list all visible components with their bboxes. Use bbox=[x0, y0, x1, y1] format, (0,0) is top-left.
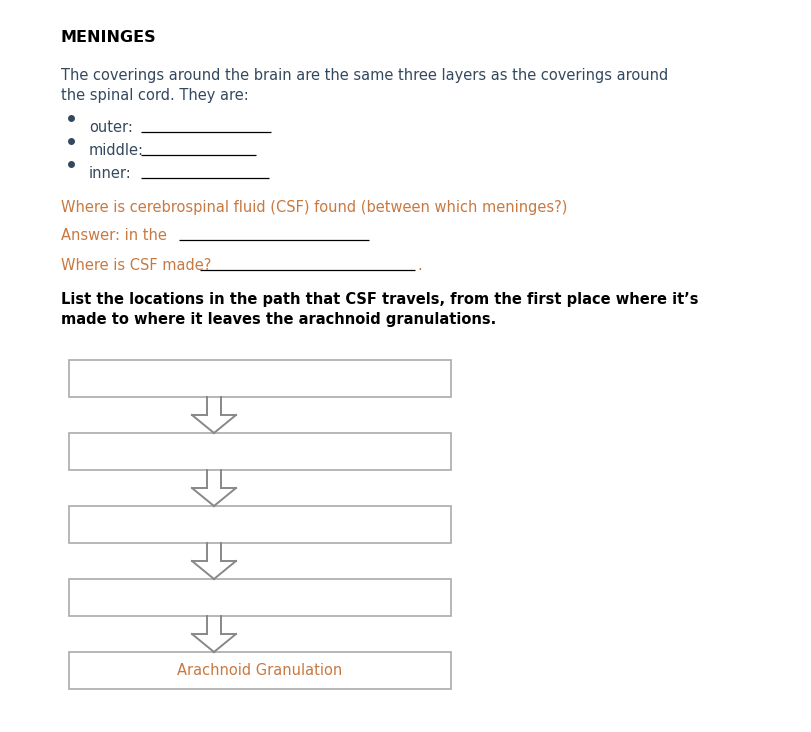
Text: outer:: outer: bbox=[89, 120, 133, 135]
Text: The coverings around the brain are the same three layers as the coverings around: The coverings around the brain are the s… bbox=[61, 68, 668, 83]
Text: List the locations in the path that CSF travels, from the first place where it’s: List the locations in the path that CSF … bbox=[61, 292, 698, 307]
Bar bbox=[69, 360, 451, 397]
Text: Arachnoid Granulation: Arachnoid Granulation bbox=[177, 663, 342, 678]
Text: .: . bbox=[418, 258, 423, 273]
Bar bbox=[69, 652, 451, 689]
Text: inner:: inner: bbox=[89, 166, 131, 181]
Text: Answer: in the: Answer: in the bbox=[61, 228, 167, 243]
Text: middle:: middle: bbox=[89, 143, 144, 158]
Text: Where is CSF made?: Where is CSF made? bbox=[61, 258, 211, 273]
Bar bbox=[69, 579, 451, 616]
Bar bbox=[69, 433, 451, 470]
Text: Where is cerebrospinal fluid (CSF) found (between which meninges?): Where is cerebrospinal fluid (CSF) found… bbox=[61, 200, 567, 215]
Text: made to where it leaves the arachnoid granulations.: made to where it leaves the arachnoid gr… bbox=[61, 312, 496, 327]
Text: MENINGES: MENINGES bbox=[61, 30, 157, 45]
Text: the spinal cord. They are:: the spinal cord. They are: bbox=[61, 88, 249, 103]
Bar bbox=[69, 506, 451, 543]
